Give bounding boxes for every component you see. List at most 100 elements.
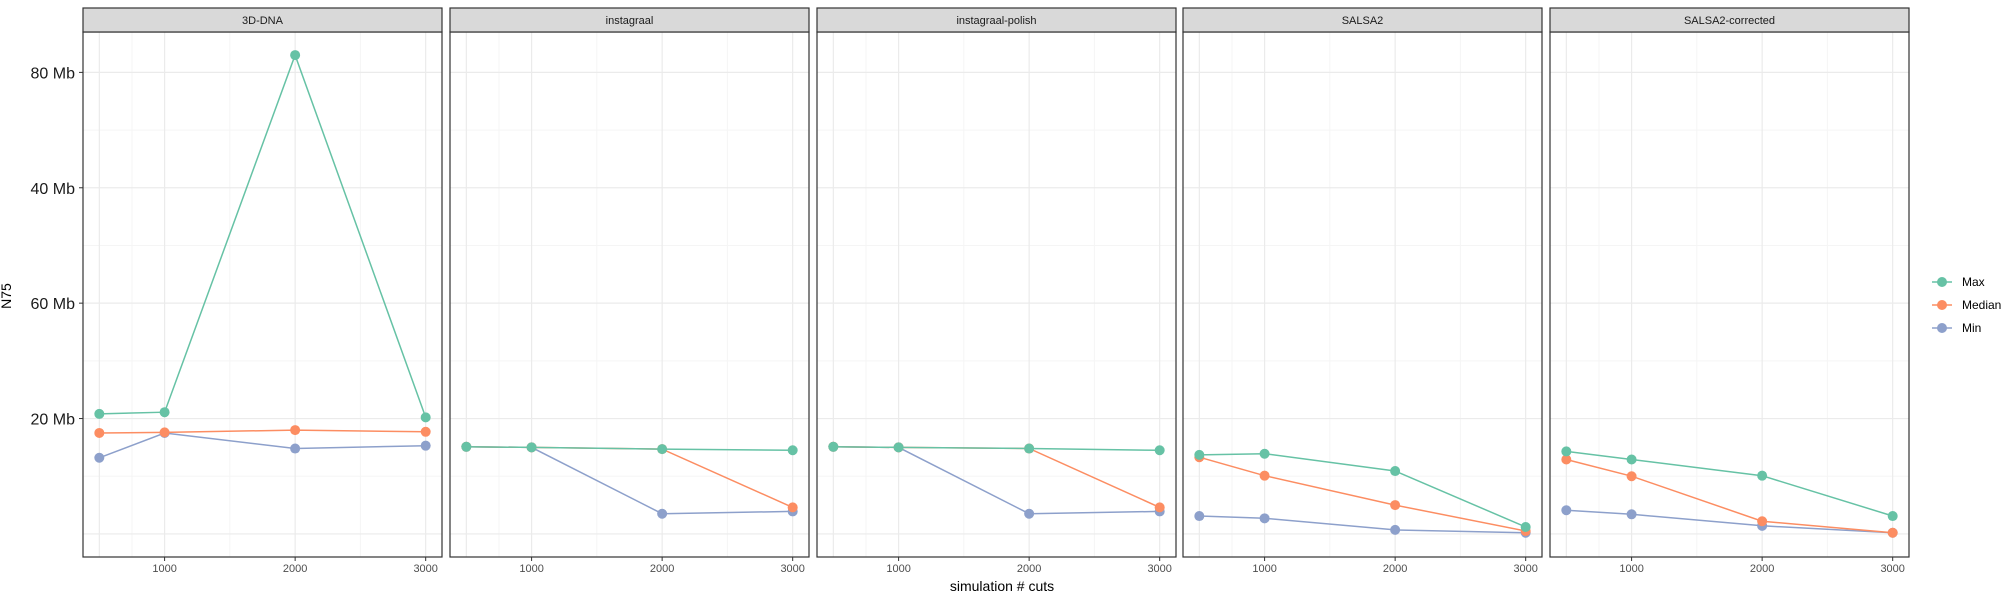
data-point-max xyxy=(526,442,537,453)
data-point-min xyxy=(1561,505,1572,516)
series-line-median xyxy=(99,429,426,434)
data-point-max xyxy=(1154,445,1165,456)
data-point-max xyxy=(1194,449,1205,460)
data-point-max xyxy=(657,444,668,455)
y-tick-label: 20 Mb xyxy=(31,412,76,429)
data-point-median xyxy=(1154,502,1165,513)
series-line-max xyxy=(1199,452,1526,528)
legend-item-min: Min xyxy=(1932,321,1981,335)
x-tick-label: 1000 xyxy=(519,563,543,575)
x-tick-label: 1000 xyxy=(886,563,910,575)
data-point-max xyxy=(1887,511,1898,522)
legend-key-point xyxy=(1937,300,1947,310)
x-tick-label: 2000 xyxy=(1383,563,1407,575)
series-line-min xyxy=(1566,509,1893,534)
series-line-max xyxy=(1566,450,1893,517)
data-point-min xyxy=(657,508,668,519)
data-point-min xyxy=(1024,508,1035,519)
data-point-median xyxy=(1390,500,1401,511)
panel-background xyxy=(450,32,809,557)
data-point-max xyxy=(1561,446,1572,457)
x-tick-label: 2000 xyxy=(650,563,674,575)
y-tick-label: 80 Mb xyxy=(31,65,76,82)
panels-layer: 3D-DNA 1000 2000 3000 instagraal 1000 2000 3000… xyxy=(82,7,1910,575)
data-point-median xyxy=(94,427,105,438)
panel-background xyxy=(83,32,442,557)
series-line-max xyxy=(833,446,1160,452)
x-tick-label: 3000 xyxy=(1513,563,1537,575)
data-point-max xyxy=(420,412,431,423)
panel-background xyxy=(817,32,1176,557)
y-axis: 20 Mb 60 Mb 40 Mb 80 Mb xyxy=(31,65,83,429)
data-point-max xyxy=(1259,448,1270,459)
x-tick-label: 2000 xyxy=(1750,563,1774,575)
facet-panel: instagraal 1000 2000 3000 xyxy=(449,7,810,575)
data-point-min xyxy=(1626,509,1637,520)
data-point-median xyxy=(1626,471,1637,482)
facet-panel: SALSA2 1000 2000 3000 xyxy=(1182,7,1543,575)
x-tick-label: 2000 xyxy=(1017,563,1041,575)
y-tick-label: 40 Mb xyxy=(31,181,76,198)
panel-background xyxy=(1183,32,1542,557)
legend-item-max: Max xyxy=(1932,275,1985,289)
data-point-max xyxy=(290,50,301,61)
data-point-min xyxy=(1194,511,1205,522)
data-point-max xyxy=(1024,443,1035,454)
data-point-min xyxy=(420,440,431,451)
facet-strip xyxy=(1182,7,1543,33)
legend-item-median: Median xyxy=(1932,298,2001,312)
x-tick-label: 3000 xyxy=(780,563,804,575)
facet-strip xyxy=(816,7,1177,33)
data-point-min xyxy=(1390,524,1401,535)
data-point-min xyxy=(94,452,105,463)
facet-panel: SALSA2-corrected 1000 2000 3000 xyxy=(1549,7,1910,575)
facet-strip-label: 3D-DNA xyxy=(242,15,284,27)
data-point-max xyxy=(828,441,839,452)
series-line-max xyxy=(466,446,793,452)
series-line-min xyxy=(1199,515,1526,534)
data-point-min xyxy=(290,443,301,454)
x-tick-label: 3000 xyxy=(413,563,437,575)
data-point-max xyxy=(461,441,472,452)
x-tick-label: 1000 xyxy=(1619,563,1643,575)
data-point-median xyxy=(1259,470,1270,481)
data-point-median xyxy=(290,425,301,436)
facet-panel: instagraal-polish 1000 2000 3000 xyxy=(816,7,1177,575)
facet-strip-label: SALSA2 xyxy=(1342,15,1384,27)
x-tick-label: 3000 xyxy=(1880,563,1904,575)
data-point-max xyxy=(787,445,798,456)
facet-strip xyxy=(1549,7,1910,33)
data-point-max xyxy=(94,408,105,419)
data-point-max xyxy=(893,442,904,453)
series-line-max xyxy=(99,52,427,418)
facet-strip-label: instagraal xyxy=(606,15,654,27)
facet-strip-label: instagraal-polish xyxy=(956,15,1036,27)
series-line-median xyxy=(1199,456,1526,532)
facet-strip xyxy=(449,7,810,33)
x-tick-label: 2000 xyxy=(283,563,307,575)
series-line-median xyxy=(1566,458,1893,534)
legend-label: Max xyxy=(1962,275,1985,289)
facet-strip xyxy=(82,7,443,33)
y-axis-title: N75 xyxy=(0,283,14,309)
x-axis-title: simulation # cuts xyxy=(950,578,1054,594)
panel-background xyxy=(1550,32,1909,557)
data-point-median xyxy=(787,502,798,513)
series-line-min xyxy=(99,432,426,459)
data-point-median xyxy=(159,427,170,438)
data-point-median xyxy=(1757,516,1768,527)
data-point-median xyxy=(1887,527,1898,538)
x-tick-label: 3000 xyxy=(1147,563,1171,575)
data-point-min xyxy=(1259,513,1270,524)
data-point-max xyxy=(1626,454,1637,465)
data-point-max xyxy=(1520,522,1531,532)
facet-panel: 3D-DNA 1000 2000 3000 xyxy=(82,7,443,575)
data-point-max xyxy=(1390,466,1401,477)
x-tick-label: 1000 xyxy=(1252,563,1276,575)
data-point-max xyxy=(159,407,170,418)
legend-label: Median xyxy=(1962,298,2001,312)
legend: Max Median Min xyxy=(1932,275,2001,335)
data-point-median xyxy=(1561,454,1572,465)
facet-strip-label: SALSA2-corrected xyxy=(1684,15,1775,27)
